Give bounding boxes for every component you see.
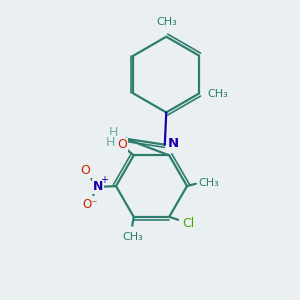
Text: CH₃: CH₃ <box>157 17 177 27</box>
Text: CH₃: CH₃ <box>207 89 228 99</box>
Text: N: N <box>92 180 103 193</box>
Text: +: + <box>100 175 108 185</box>
Text: O⁻: O⁻ <box>82 198 98 211</box>
Text: O: O <box>81 164 90 177</box>
Text: CH₃: CH₃ <box>122 232 142 242</box>
Text: Cl: Cl <box>182 217 195 230</box>
Text: H: H <box>109 126 118 139</box>
Text: O: O <box>117 139 127 152</box>
Text: CH₃: CH₃ <box>198 178 219 188</box>
Text: H: H <box>106 136 115 148</box>
Text: N: N <box>167 137 178 150</box>
